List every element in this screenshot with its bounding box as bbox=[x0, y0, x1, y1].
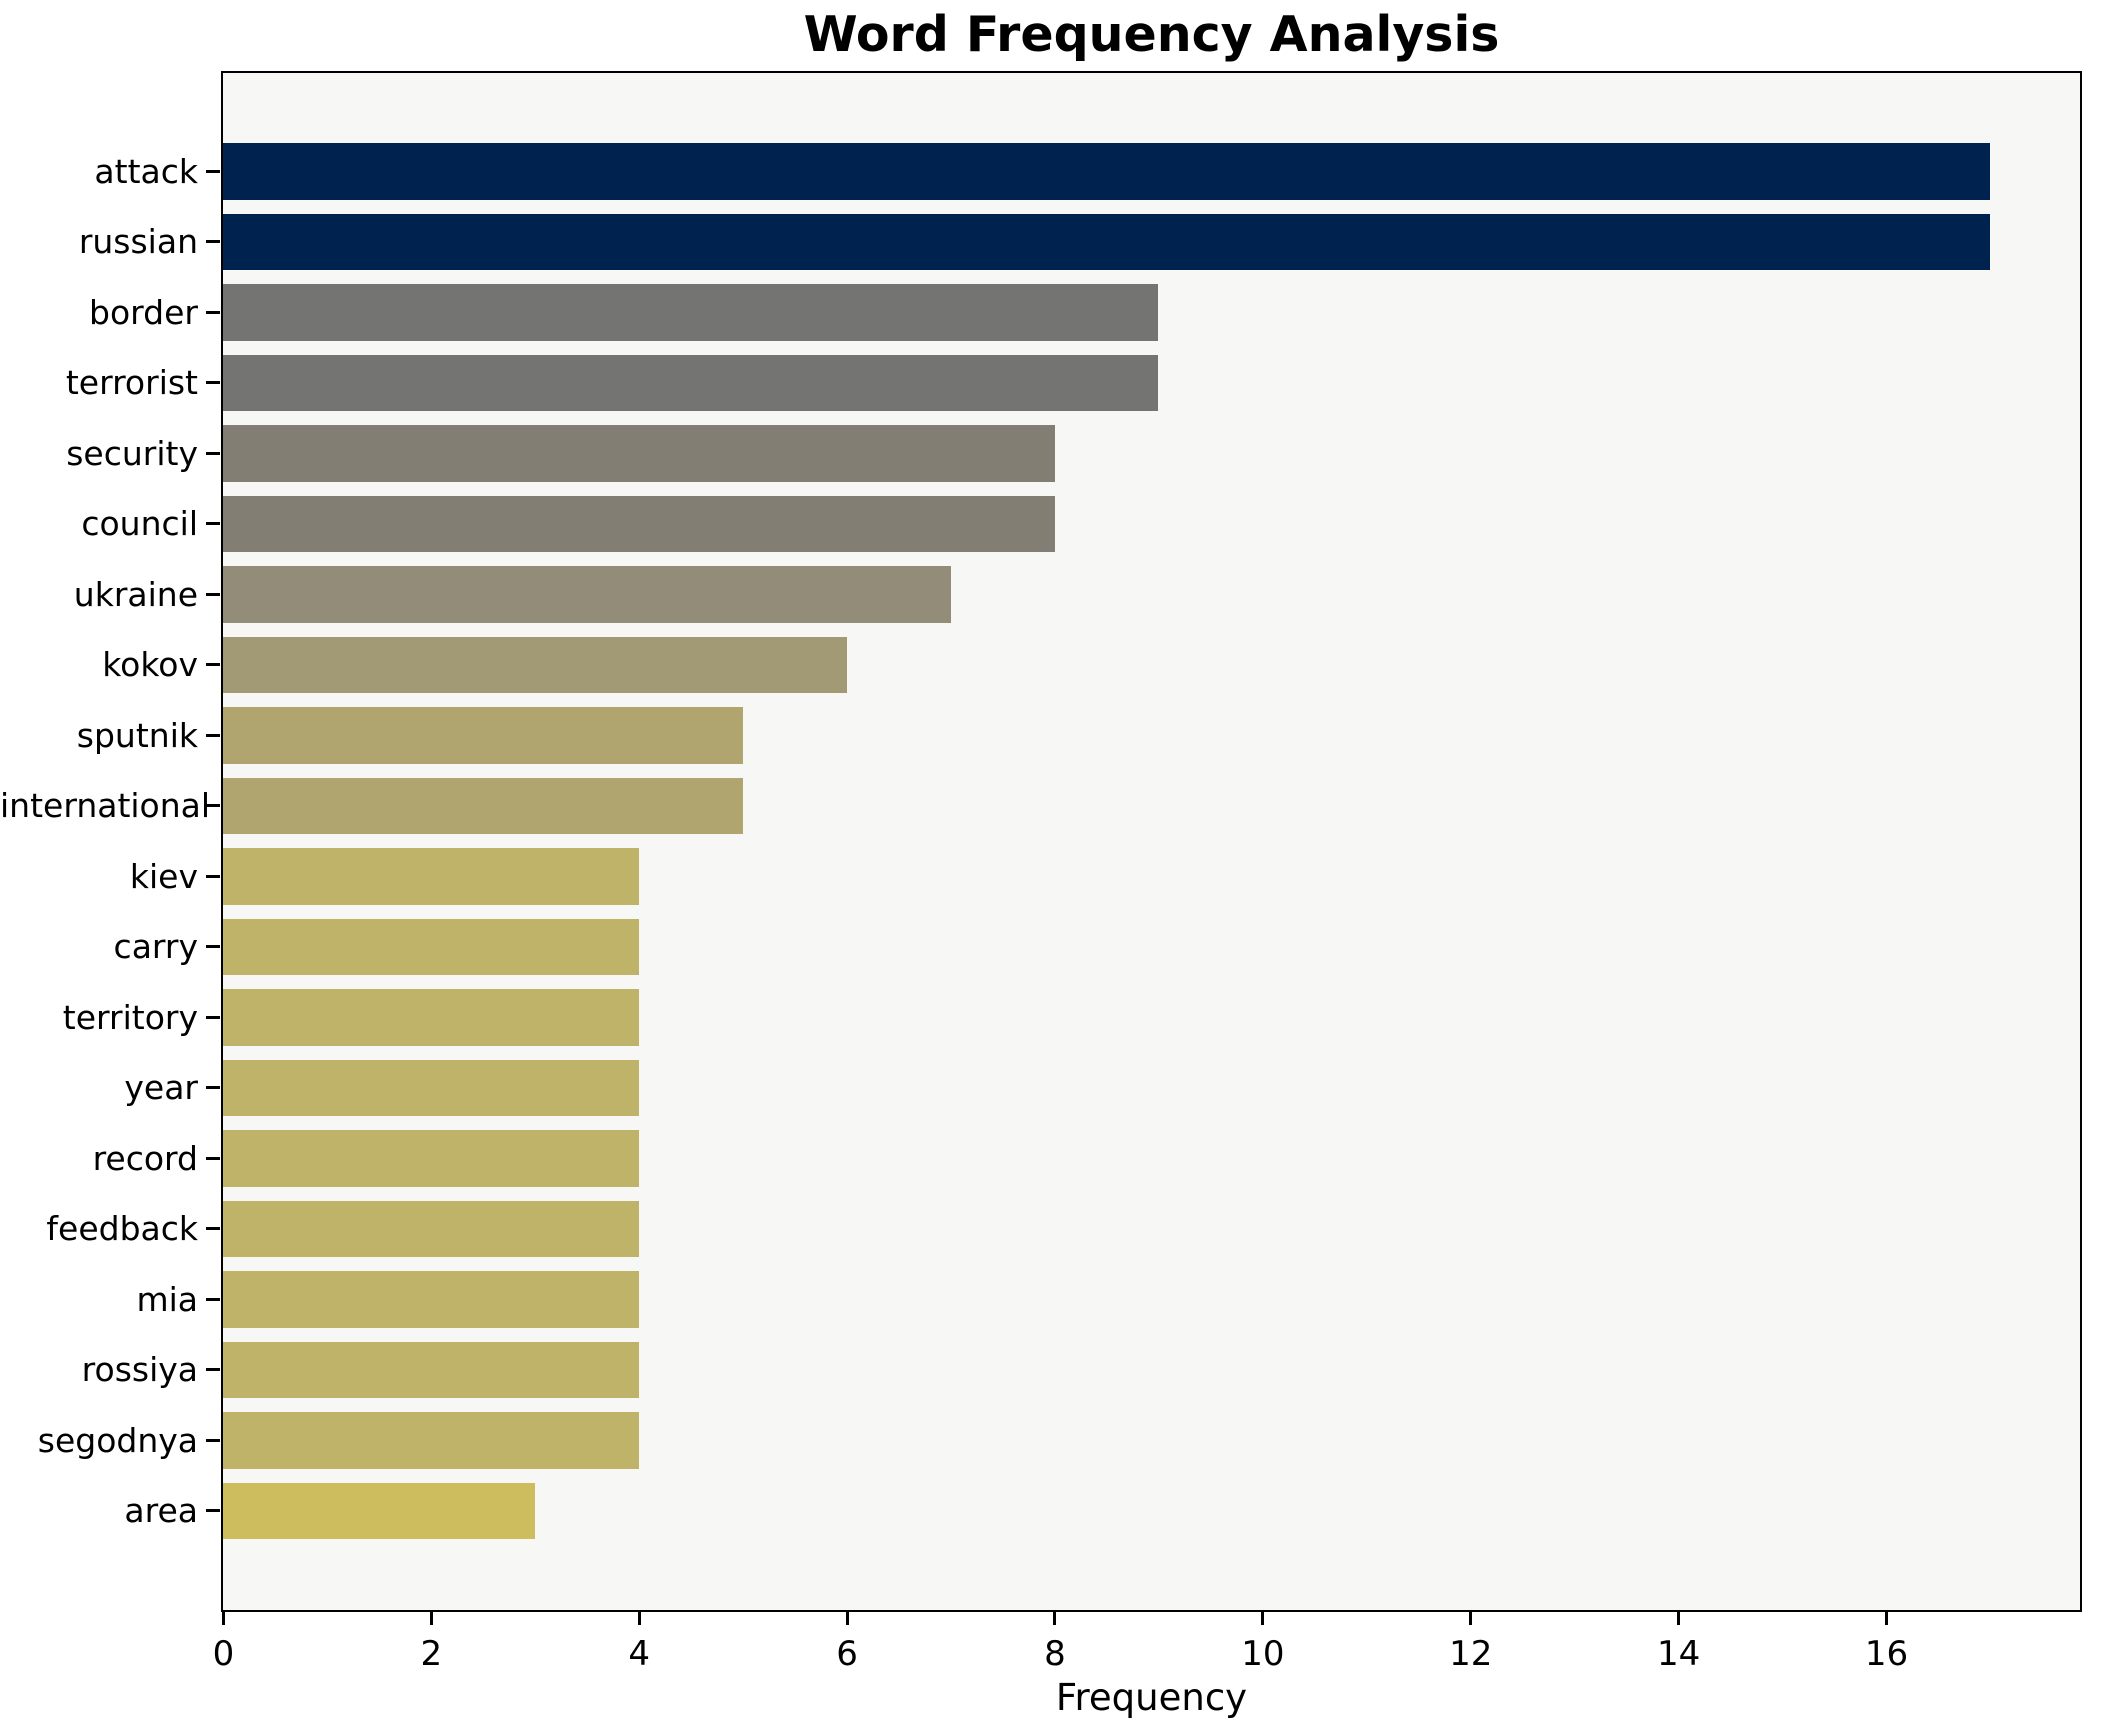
y-tick bbox=[206, 522, 220, 526]
y-tick bbox=[206, 945, 220, 949]
y-tick bbox=[206, 1297, 220, 1301]
y-tick-label-record: record bbox=[92, 1138, 198, 1178]
x-tick-label-16: 16 bbox=[1864, 1634, 1909, 1674]
bar-international bbox=[223, 777, 743, 834]
x-axis-label: Frequency bbox=[1055, 1676, 1248, 1719]
y-tick bbox=[206, 1438, 220, 1442]
y-tick bbox=[206, 1227, 220, 1231]
y-tick-label-council: council bbox=[81, 504, 198, 544]
y-tick-label-carry: carry bbox=[113, 927, 198, 967]
y-tick bbox=[206, 169, 220, 173]
y-tick bbox=[206, 310, 220, 314]
x-tick bbox=[1053, 1612, 1057, 1625]
y-tick-label-rossiya: rossiya bbox=[81, 1350, 198, 1390]
y-tick bbox=[206, 240, 220, 244]
y-tick bbox=[206, 381, 220, 385]
bar-year bbox=[223, 1059, 639, 1116]
x-tick bbox=[1261, 1612, 1265, 1625]
y-tick-label-area: area bbox=[124, 1491, 198, 1531]
y-tick bbox=[206, 874, 220, 878]
bar-carry bbox=[223, 918, 639, 975]
x-tick bbox=[1677, 1612, 1681, 1625]
x-tick bbox=[1884, 1612, 1888, 1625]
x-tick bbox=[637, 1612, 641, 1625]
y-tick-label-security: security bbox=[66, 433, 198, 473]
bar-border bbox=[223, 284, 1159, 341]
y-tick bbox=[206, 733, 220, 737]
y-tick bbox=[206, 804, 220, 808]
plot-area bbox=[206, 71, 2082, 1612]
bar-terrorist bbox=[223, 354, 1159, 411]
bar-attack bbox=[223, 143, 1990, 200]
x-tick bbox=[429, 1612, 433, 1625]
bar-council bbox=[223, 495, 1055, 552]
x-tick-label-14: 14 bbox=[1656, 1634, 1701, 1674]
y-tick bbox=[206, 451, 220, 455]
y-tick-label-terrorist: terrorist bbox=[65, 363, 198, 403]
bar-feedback bbox=[223, 1200, 639, 1257]
x-tick bbox=[1469, 1612, 1473, 1625]
y-tick bbox=[206, 1509, 220, 1513]
y-tick-label-segodnya: segodnya bbox=[37, 1420, 198, 1460]
bar-russian bbox=[223, 213, 1990, 270]
x-tick-label-4: 4 bbox=[628, 1634, 651, 1674]
x-tick bbox=[845, 1612, 849, 1625]
bar-record bbox=[223, 1130, 639, 1187]
y-tick bbox=[206, 592, 220, 596]
bar-territory bbox=[223, 989, 639, 1046]
y-tick-label-territory: territory bbox=[62, 997, 198, 1037]
y-tick bbox=[206, 1015, 220, 1019]
x-tick-label-10: 10 bbox=[1241, 1634, 1285, 1674]
y-tick-label-kokov: kokov bbox=[102, 645, 198, 685]
y-tick-label-kiev: kiev bbox=[129, 856, 198, 896]
y-tick-label-year: year bbox=[124, 1068, 198, 1108]
x-tick bbox=[222, 1612, 225, 1625]
bar-mia bbox=[223, 1271, 639, 1328]
x-tick-label-8: 8 bbox=[1044, 1634, 1066, 1674]
y-tick bbox=[206, 1086, 220, 1090]
bar-area bbox=[223, 1482, 535, 1539]
y-tick-label-feedback: feedback bbox=[46, 1209, 198, 1249]
chart-title: Word Frequency Analysis bbox=[803, 6, 1500, 63]
bar-security bbox=[223, 425, 1055, 482]
bar-sputnik bbox=[223, 707, 743, 764]
y-tick-label-russian: russian bbox=[78, 222, 198, 262]
y-tick-label-sputnik: sputnik bbox=[76, 715, 198, 755]
x-tick-label-12: 12 bbox=[1449, 1634, 1493, 1674]
y-tick bbox=[206, 1368, 220, 1372]
x-tick-label-2: 2 bbox=[420, 1634, 443, 1674]
y-tick-label-attack: attack bbox=[94, 151, 198, 191]
bar-ukraine bbox=[223, 566, 951, 623]
y-tick-label-ukraine: ukraine bbox=[73, 574, 198, 614]
y-tick-label-mia: mia bbox=[136, 1279, 198, 1319]
x-tick-label-6: 6 bbox=[836, 1634, 858, 1674]
bar-kiev bbox=[223, 848, 639, 905]
x-tick-label-0: 0 bbox=[212, 1634, 235, 1674]
bar-segodnya bbox=[223, 1412, 639, 1469]
y-tick-label-international: international bbox=[0, 786, 211, 826]
y-tick bbox=[206, 663, 220, 667]
bar-rossiya bbox=[223, 1341, 639, 1398]
y-tick-label-border: border bbox=[89, 292, 198, 332]
y-tick bbox=[206, 1156, 220, 1160]
bar-kokov bbox=[223, 636, 847, 693]
